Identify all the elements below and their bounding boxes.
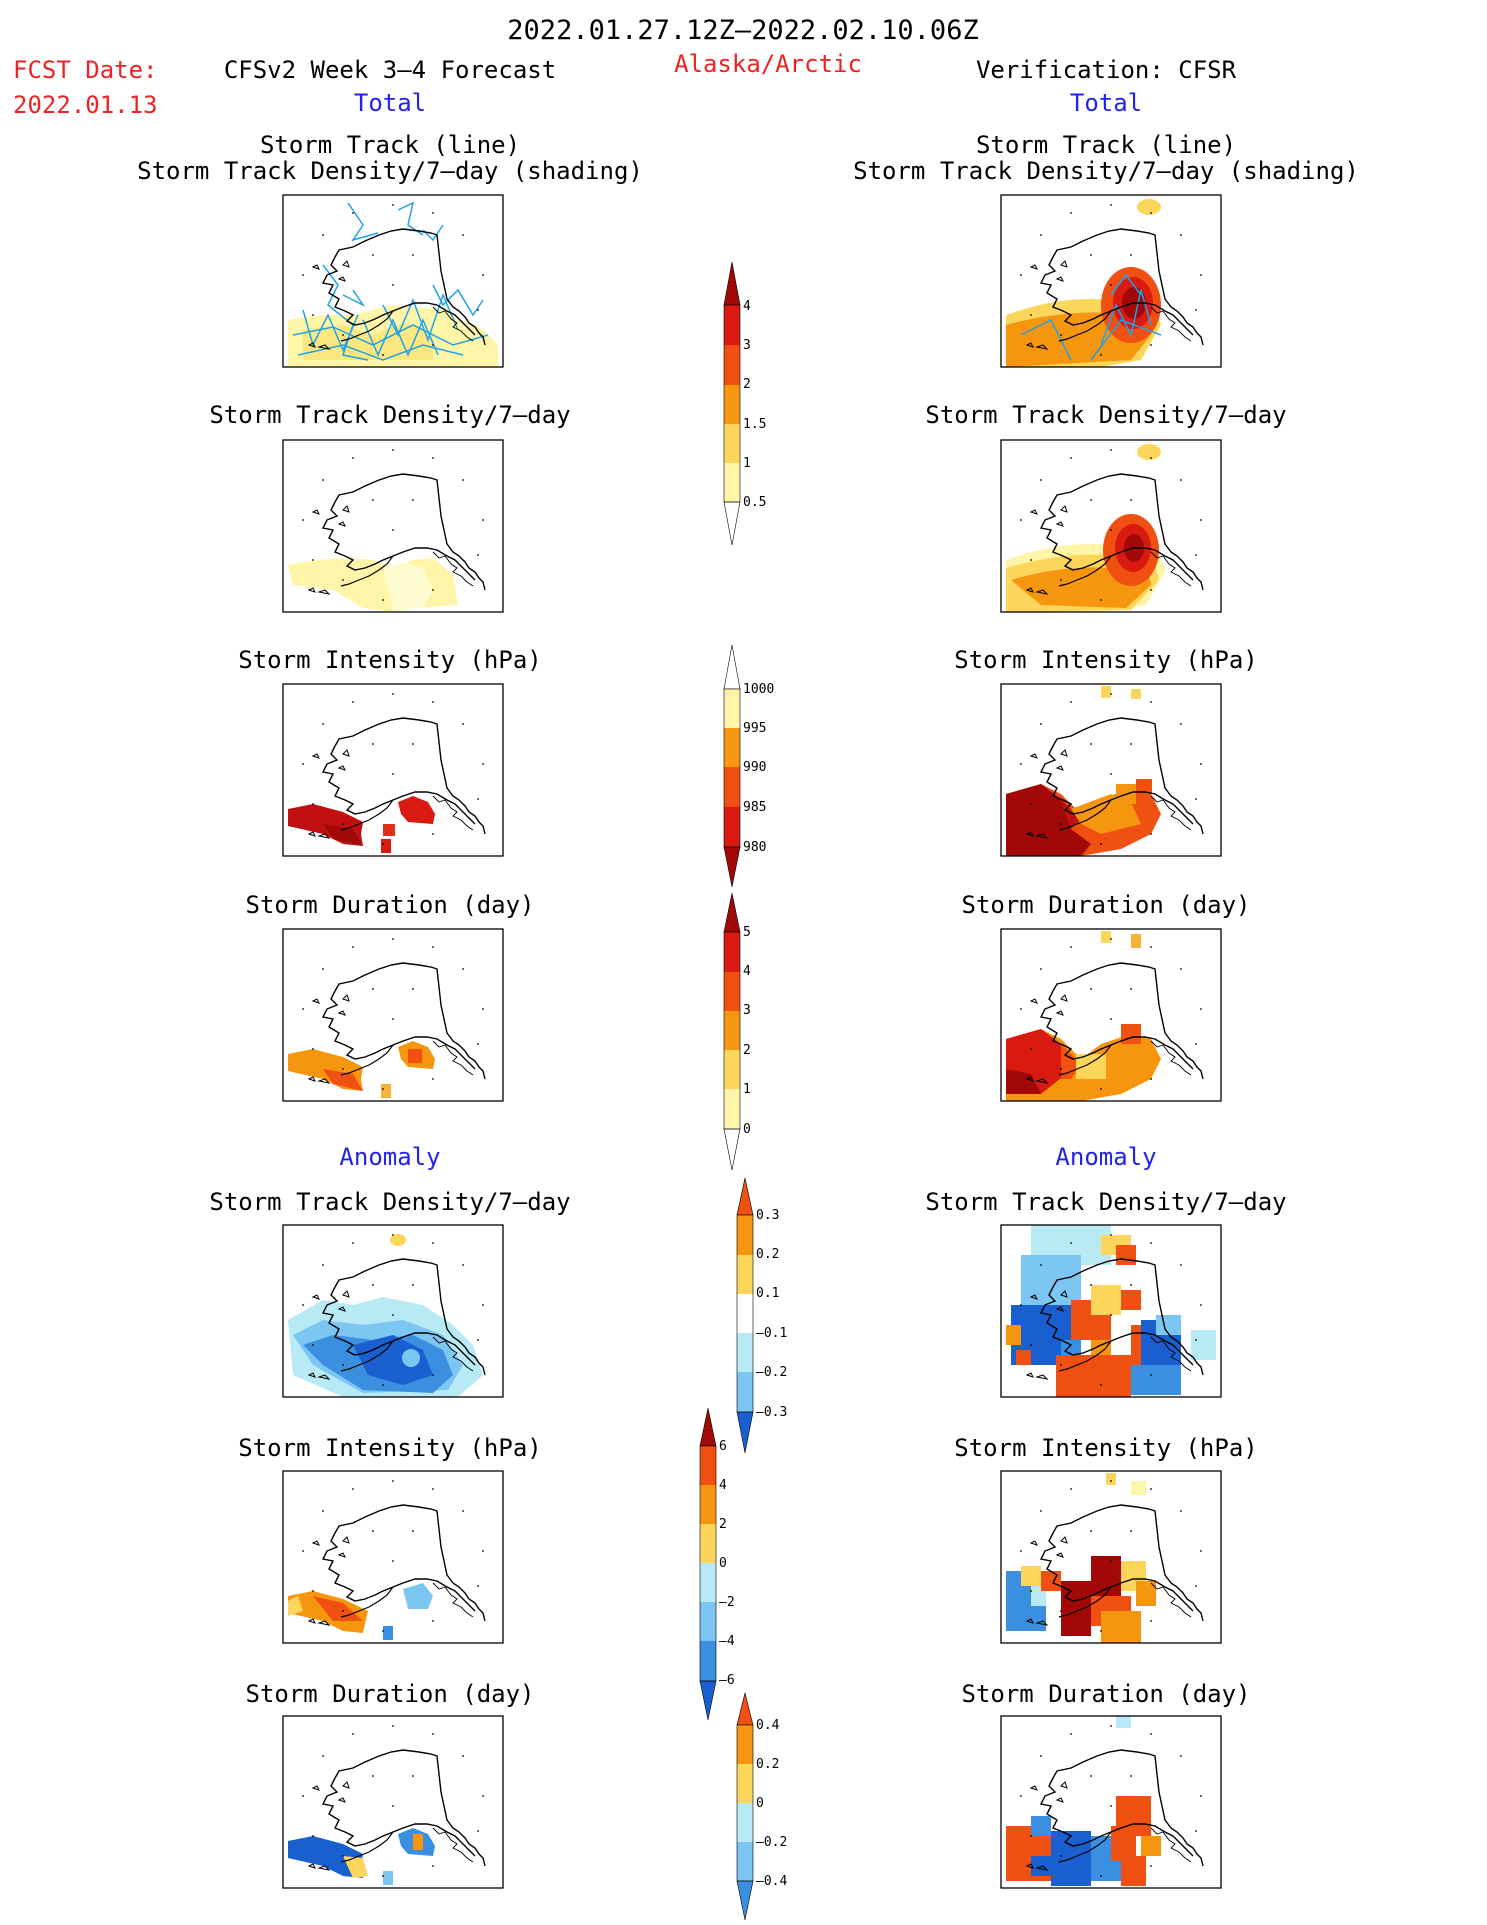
tick-label: 980 (743, 840, 766, 855)
colorbar-duration-anomaly-labels: 0.4 0.2 0 –0.2 –0.4 (756, 1718, 787, 1889)
tick-label: 0.5 (743, 495, 766, 510)
map-panel-density-anomaly-verification (1000, 1224, 1222, 1398)
tick-label: –0.1 (756, 1326, 787, 1341)
tick-label: 0.3 (756, 1208, 779, 1223)
map-panel-density-forecast (282, 439, 504, 613)
tick-label: 1.5 (743, 417, 766, 432)
title-density-anom-right: Storm Track Density/7–day (925, 1188, 1286, 1216)
tick-label: 2 (743, 377, 751, 392)
colorbar-duration-labels: 5 4 3 2 1 0 (743, 925, 751, 1137)
map-panel-density-verification (1000, 439, 1222, 613)
tick-label: –0.2 (756, 1835, 787, 1850)
colorbar-track-density-anomaly (736, 1177, 754, 1454)
colorbar-track-density-anomaly-labels: 0.3 0.2 0.1 –0.1 –0.2 –0.3 (756, 1208, 787, 1420)
map-panel-intensity-anomaly-verification (1000, 1470, 1222, 1644)
colorbar-track-density (723, 261, 741, 546)
tick-label: 0 (743, 1122, 751, 1137)
colorbar-intensity-anomaly-labels: 6 4 2 0 –2 –4 –6 (719, 1439, 735, 1688)
title-track-line-right: Storm Track (line) (976, 131, 1236, 159)
colorbar-duration (723, 892, 741, 1171)
tick-label: –6 (719, 1673, 735, 1688)
period-title: 2022.01.27.12Z–2022.02.10.06Z (507, 15, 978, 46)
colorbar-track-density-labels: 4 3 2 1.5 1 0.5 (743, 299, 766, 510)
tick-label: –0.3 (756, 1405, 787, 1420)
title-density-right: Storm Track Density/7–day (925, 401, 1286, 429)
anomaly-right-label: Anomaly (1055, 1143, 1156, 1171)
tick-label: 0.2 (756, 1757, 779, 1772)
title-track-shading-right: Storm Track Density/7–day (shading) (853, 157, 1359, 185)
title-intensity-right: Storm Intensity (hPa) (954, 646, 1257, 674)
colorbar-intensity-labels: 1000 995 990 985 980 (743, 682, 774, 855)
tick-label: 1 (743, 456, 751, 471)
tick-label: 985 (743, 800, 766, 815)
map-panel-duration-forecast (282, 928, 504, 1102)
map-panel-duration-verification (1000, 928, 1222, 1102)
title-density-anom-left: Storm Track Density/7–day (209, 1188, 570, 1216)
map-panel-track-verification (1000, 194, 1222, 368)
title-track-shading-left: Storm Track Density/7–day (shading) (137, 157, 643, 185)
title-track-line-left: Storm Track (line) (260, 131, 520, 159)
tick-label: 995 (743, 721, 766, 736)
tick-label: 5 (743, 925, 751, 940)
tick-label: 0.1 (756, 1286, 779, 1301)
tick-label: 0.2 (756, 1247, 779, 1262)
fcst-date-label: FCST Date: (13, 56, 158, 84)
colorbar-intensity-anomaly (699, 1407, 717, 1721)
tick-label: 1000 (743, 682, 774, 697)
tick-label: 0.4 (756, 1718, 780, 1733)
tick-label: 4 (743, 299, 751, 314)
tick-label: 0 (719, 1556, 727, 1571)
title-duration-anom-right: Storm Duration (day) (962, 1680, 1251, 1708)
title-intensity-anom-left: Storm Intensity (hPa) (238, 1434, 541, 1462)
tick-label: 3 (743, 1003, 751, 1018)
total-right-label: Total (1070, 89, 1142, 117)
tick-label: –0.4 (756, 1874, 787, 1889)
tick-label: 990 (743, 760, 766, 775)
tick-label: 4 (743, 964, 751, 979)
title-intensity-anom-right: Storm Intensity (hPa) (954, 1434, 1257, 1462)
tick-label: –2 (719, 1595, 735, 1610)
tick-label: 6 (719, 1439, 727, 1454)
anomaly-left-label: Anomaly (339, 1143, 440, 1171)
colorbar-duration-anomaly (736, 1692, 754, 1921)
verification-title: Verification: CFSR (976, 56, 1237, 84)
title-density-left: Storm Track Density/7–day (209, 401, 570, 429)
region-title: Alaska/Arctic (674, 50, 862, 78)
fcst-date-value: 2022.01.13 (13, 91, 158, 119)
tick-label: 2 (719, 1517, 727, 1532)
tick-label: 0 (756, 1796, 764, 1811)
map-panel-duration-anomaly-verification (1000, 1715, 1222, 1889)
tick-label: 1 (743, 1082, 751, 1097)
colorbar-intensity (723, 644, 741, 888)
tick-label: –4 (719, 1634, 735, 1649)
tick-label: 2 (743, 1043, 751, 1058)
tick-label: 3 (743, 338, 751, 353)
tick-label: 4 (719, 1478, 727, 1493)
title-duration-right: Storm Duration (day) (962, 891, 1251, 919)
map-panel-intensity-anomaly-forecast (282, 1470, 504, 1644)
title-duration-left: Storm Duration (day) (246, 891, 535, 919)
title-intensity-left: Storm Intensity (hPa) (238, 646, 541, 674)
total-left-label: Total (354, 89, 426, 117)
map-panel-density-anomaly-forecast (282, 1224, 504, 1398)
map-panel-intensity-verification (1000, 683, 1222, 857)
map-panel-intensity-forecast (282, 683, 504, 857)
tick-label: –0.2 (756, 1365, 787, 1380)
map-panel-track-forecast (282, 194, 504, 368)
model-title: CFSv2 Week 3–4 Forecast (224, 56, 556, 84)
title-duration-anom-left: Storm Duration (day) (246, 1680, 535, 1708)
map-panel-duration-anomaly-forecast (282, 1715, 504, 1889)
